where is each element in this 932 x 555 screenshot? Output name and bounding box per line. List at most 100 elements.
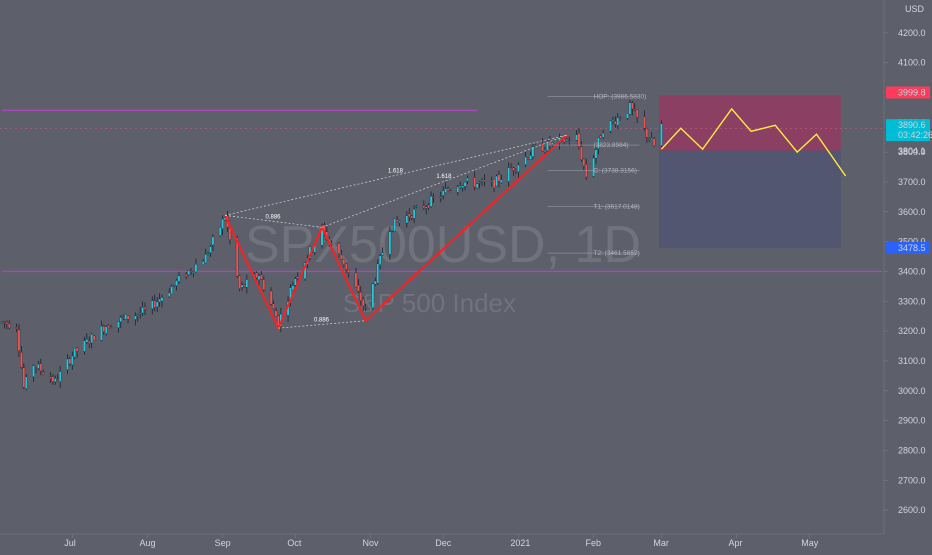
candle-body bbox=[378, 255, 382, 265]
candle-body bbox=[141, 307, 144, 314]
candle-body bbox=[633, 108, 636, 111]
candle-body bbox=[577, 133, 581, 148]
candle-body bbox=[628, 102, 632, 115]
candle-body bbox=[238, 275, 241, 289]
x-tick-label-7: Feb bbox=[586, 538, 602, 548]
candle-body bbox=[611, 120, 615, 122]
candle-body bbox=[20, 352, 23, 368]
candle-body bbox=[500, 179, 503, 184]
x-tick-label-6: 2021 bbox=[510, 538, 530, 548]
candle-body bbox=[359, 291, 363, 301]
fib-level-label-4: T2: (3461.5852) bbox=[594, 250, 640, 257]
candle-body bbox=[209, 246, 212, 253]
candle-body bbox=[580, 146, 583, 160]
fib-level-label-0: HOP: (3986.5830) bbox=[594, 93, 647, 100]
candle-body bbox=[90, 334, 93, 344]
candle-body bbox=[614, 121, 617, 125]
x-tick-label-2: Sep bbox=[215, 538, 231, 548]
candle-body bbox=[177, 275, 181, 282]
y-tick-label-8: 3400.0 bbox=[898, 266, 926, 276]
candle-body bbox=[109, 327, 113, 329]
candle-body bbox=[507, 167, 510, 182]
candle-body bbox=[461, 185, 464, 188]
candle-body bbox=[92, 335, 96, 341]
candle-body bbox=[388, 231, 392, 255]
candle-body bbox=[136, 314, 140, 316]
candle-body bbox=[17, 329, 21, 351]
candle-body bbox=[432, 196, 435, 199]
candle-body bbox=[24, 376, 28, 389]
candle-body bbox=[206, 253, 210, 255]
candle-body bbox=[56, 379, 60, 381]
candle-body bbox=[483, 179, 486, 182]
candle-body bbox=[497, 174, 501, 182]
candle-body bbox=[492, 179, 496, 189]
price-tag-label-1: 3890.6 bbox=[898, 120, 926, 130]
pattern-ratio-line-2 bbox=[224, 134, 567, 216]
candle-body bbox=[534, 145, 537, 147]
candle-body bbox=[582, 158, 586, 167]
candle-body bbox=[565, 139, 569, 141]
candle-body bbox=[172, 284, 176, 286]
x-tick-label-0: Jul bbox=[64, 538, 76, 548]
candle-body bbox=[235, 237, 239, 277]
candle-body bbox=[143, 307, 147, 310]
candle-body bbox=[138, 312, 142, 315]
candle-body bbox=[201, 261, 205, 265]
y-tick-label-4: 3800.0 bbox=[898, 147, 926, 157]
candle-body bbox=[635, 109, 639, 118]
candle-body bbox=[119, 317, 123, 323]
candle-body bbox=[456, 186, 460, 193]
y-tick-label-0: 4200.0 bbox=[898, 28, 926, 38]
y-tick-label-9: 3300.0 bbox=[898, 296, 926, 306]
candle-body bbox=[422, 205, 426, 209]
candle-body bbox=[71, 355, 74, 366]
candle-body bbox=[73, 348, 76, 358]
price-tag-label-3: 3478.5 bbox=[898, 243, 926, 253]
candle-body bbox=[41, 372, 45, 375]
candle-body bbox=[344, 263, 348, 270]
candle-body bbox=[643, 116, 646, 129]
price-tag-bg-3 bbox=[886, 242, 930, 255]
candle-body bbox=[170, 286, 173, 295]
candle-body bbox=[269, 290, 273, 305]
candle-body bbox=[376, 263, 380, 284]
candle-body bbox=[168, 292, 171, 298]
candle-body bbox=[340, 254, 343, 260]
fib-level-label-3: T1: (3617.0148) bbox=[594, 204, 640, 211]
y-tick-label-11: 3100.0 bbox=[898, 356, 926, 366]
candle-body bbox=[660, 123, 663, 147]
candle-body bbox=[274, 310, 278, 317]
candle-body bbox=[124, 314, 127, 320]
projection-path bbox=[660, 107, 847, 177]
candle-body bbox=[650, 138, 653, 141]
candle-body bbox=[15, 327, 18, 329]
candle-body bbox=[184, 274, 188, 277]
candle-body bbox=[568, 140, 571, 142]
x-tick-label-5: Dec bbox=[435, 538, 452, 548]
candle-body bbox=[543, 150, 547, 152]
candle-body bbox=[395, 219, 399, 222]
red-target-zone bbox=[658, 95, 841, 151]
y-tick-label-16: 2600.0 bbox=[898, 505, 926, 515]
price-tag-label-0: 3999.8 bbox=[898, 88, 926, 98]
candle-body bbox=[599, 135, 603, 139]
candle-body bbox=[189, 270, 193, 272]
candle-body bbox=[601, 132, 605, 138]
candle-body bbox=[83, 340, 86, 352]
candle-body bbox=[541, 143, 544, 152]
x-tick-label-4: Nov bbox=[362, 538, 379, 548]
candle-body bbox=[531, 146, 535, 157]
candle-body bbox=[609, 120, 612, 132]
candle-body bbox=[296, 276, 300, 279]
candle-body bbox=[255, 272, 258, 279]
candle-body bbox=[391, 230, 394, 232]
candle-body bbox=[548, 141, 552, 146]
price-tag-bg-0 bbox=[886, 86, 930, 99]
candle-body bbox=[631, 102, 634, 110]
candle-body bbox=[405, 215, 409, 224]
y-tick-label-1: 4100.0 bbox=[898, 58, 926, 68]
price-tag-bg-1 bbox=[886, 119, 930, 142]
